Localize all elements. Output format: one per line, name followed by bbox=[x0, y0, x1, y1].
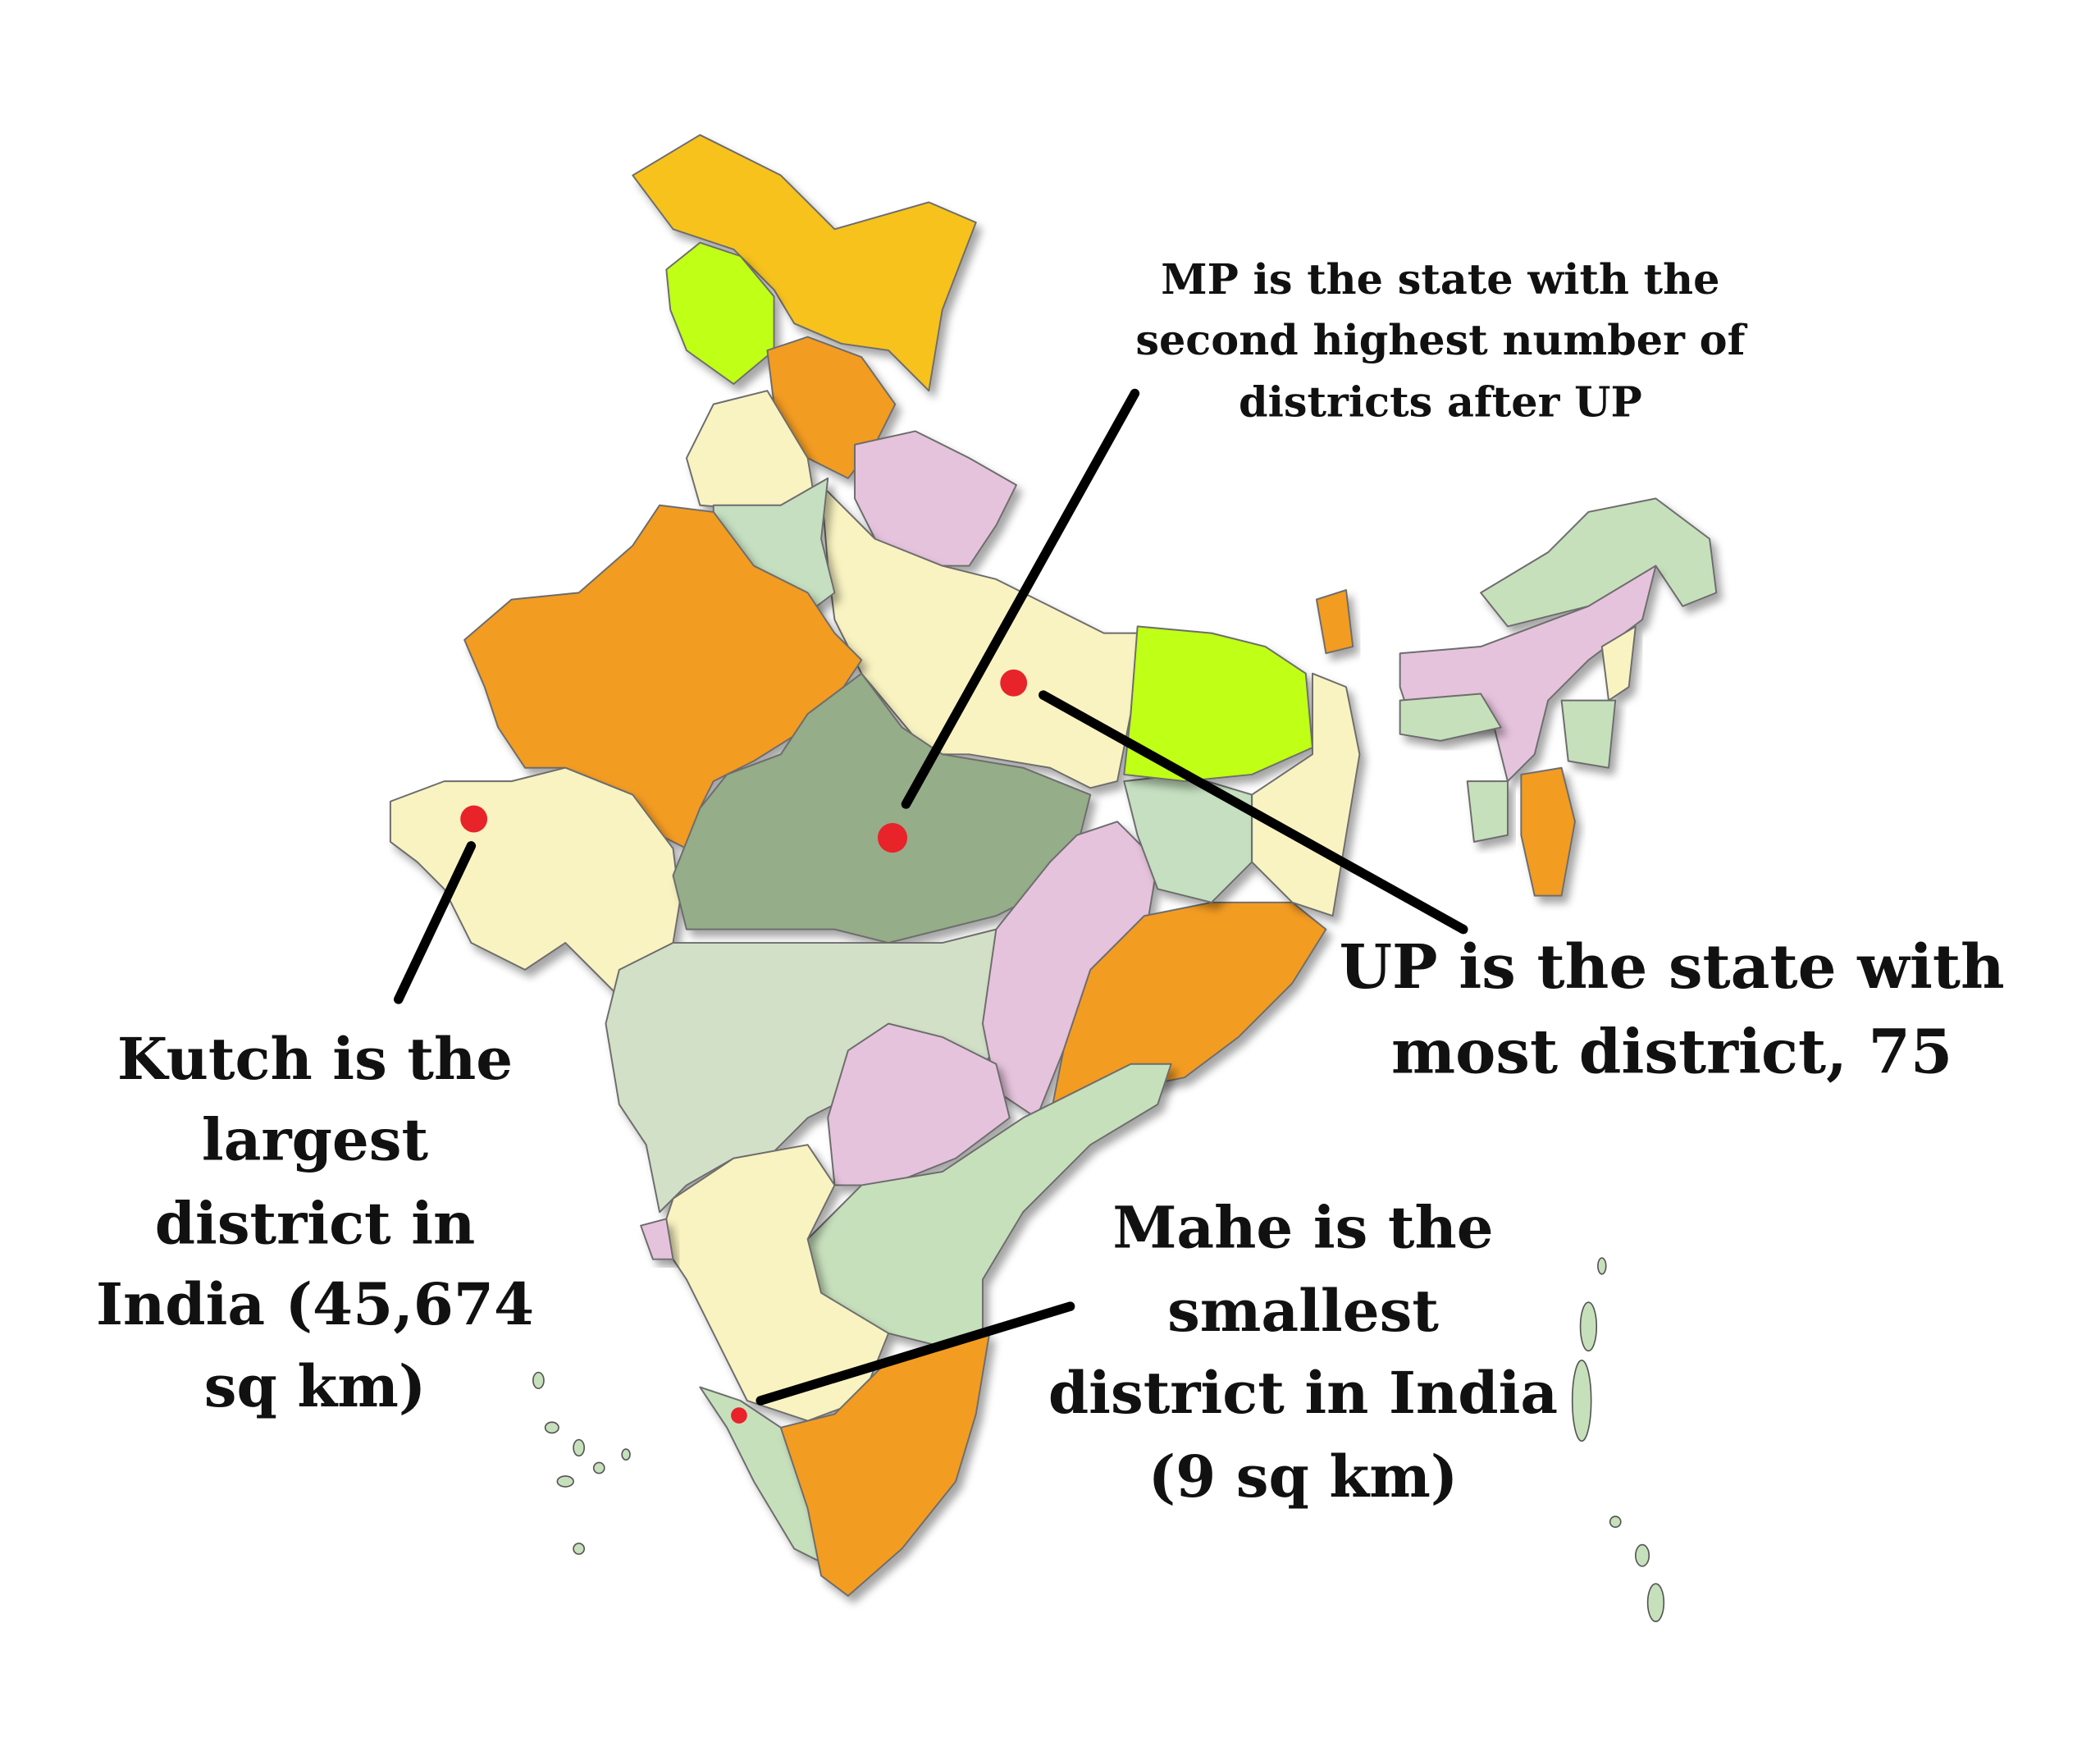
pointer-line bbox=[394, 841, 477, 1004]
location-dot bbox=[1000, 669, 1028, 697]
pointer-line bbox=[901, 388, 1140, 809]
state bbox=[1600, 625, 1637, 702]
island bbox=[573, 1438, 586, 1457]
location-dot bbox=[731, 1407, 747, 1424]
island bbox=[1635, 1543, 1650, 1567]
annotation-line: UP is the state with bbox=[1340, 932, 2005, 1003]
pointers bbox=[394, 388, 1468, 1424]
island bbox=[1579, 1301, 1598, 1352]
state bbox=[1315, 589, 1354, 655]
island bbox=[592, 1461, 605, 1474]
state bbox=[806, 1063, 1172, 1348]
pointer-line bbox=[756, 1301, 1075, 1406]
state bbox=[1520, 766, 1576, 897]
state bbox=[1399, 693, 1502, 742]
island bbox=[556, 1475, 574, 1488]
annotation-line: second highest number of bbox=[1135, 315, 1747, 364]
annotation: MP is the state with the second highest … bbox=[1135, 254, 1747, 426]
island bbox=[544, 1421, 559, 1434]
state bbox=[1560, 699, 1617, 769]
state bbox=[1466, 780, 1509, 843]
location-dot bbox=[460, 805, 488, 833]
annotation-line: Kutch is the bbox=[117, 1025, 513, 1093]
india-map bbox=[389, 134, 1718, 1597]
state bbox=[854, 430, 1017, 567]
island bbox=[1571, 1359, 1592, 1442]
island bbox=[1646, 1583, 1665, 1622]
islands bbox=[532, 1257, 1665, 1622]
island bbox=[1597, 1257, 1607, 1275]
state bbox=[1480, 497, 1718, 628]
pointer-line bbox=[1039, 690, 1468, 935]
annotation-line: Mahe is the bbox=[1112, 1193, 1493, 1261]
annotation-line: most district, 75 bbox=[1391, 1017, 1952, 1088]
island bbox=[532, 1371, 545, 1390]
annotation: Mahe is the smallest district in India (… bbox=[1048, 1193, 1558, 1511]
annotation-line: sq km) bbox=[204, 1352, 427, 1420]
state bbox=[640, 1218, 674, 1260]
annotation-line: district in bbox=[155, 1189, 476, 1257]
annotation-line: largest bbox=[202, 1106, 429, 1174]
island bbox=[573, 1543, 586, 1555]
annotation-line: districts after UP bbox=[1239, 377, 1642, 426]
annotation-line: district in India bbox=[1048, 1359, 1558, 1427]
annotation-line: smallest bbox=[1167, 1277, 1439, 1345]
island bbox=[1609, 1516, 1622, 1529]
state bbox=[827, 1022, 1011, 1186]
island bbox=[621, 1448, 631, 1461]
annotation: UP is the state with most district, 75 bbox=[1340, 932, 2005, 1087]
state bbox=[672, 672, 1092, 944]
annotation-line: (9 sq km) bbox=[1148, 1442, 1459, 1511]
location-dot bbox=[877, 823, 908, 853]
annotation-line: MP is the state with the bbox=[1161, 254, 1719, 304]
state bbox=[632, 134, 977, 392]
annotation: Kutch is the largest district in India (… bbox=[96, 1025, 534, 1420]
annotation-line: India (45,674 bbox=[96, 1270, 534, 1338]
